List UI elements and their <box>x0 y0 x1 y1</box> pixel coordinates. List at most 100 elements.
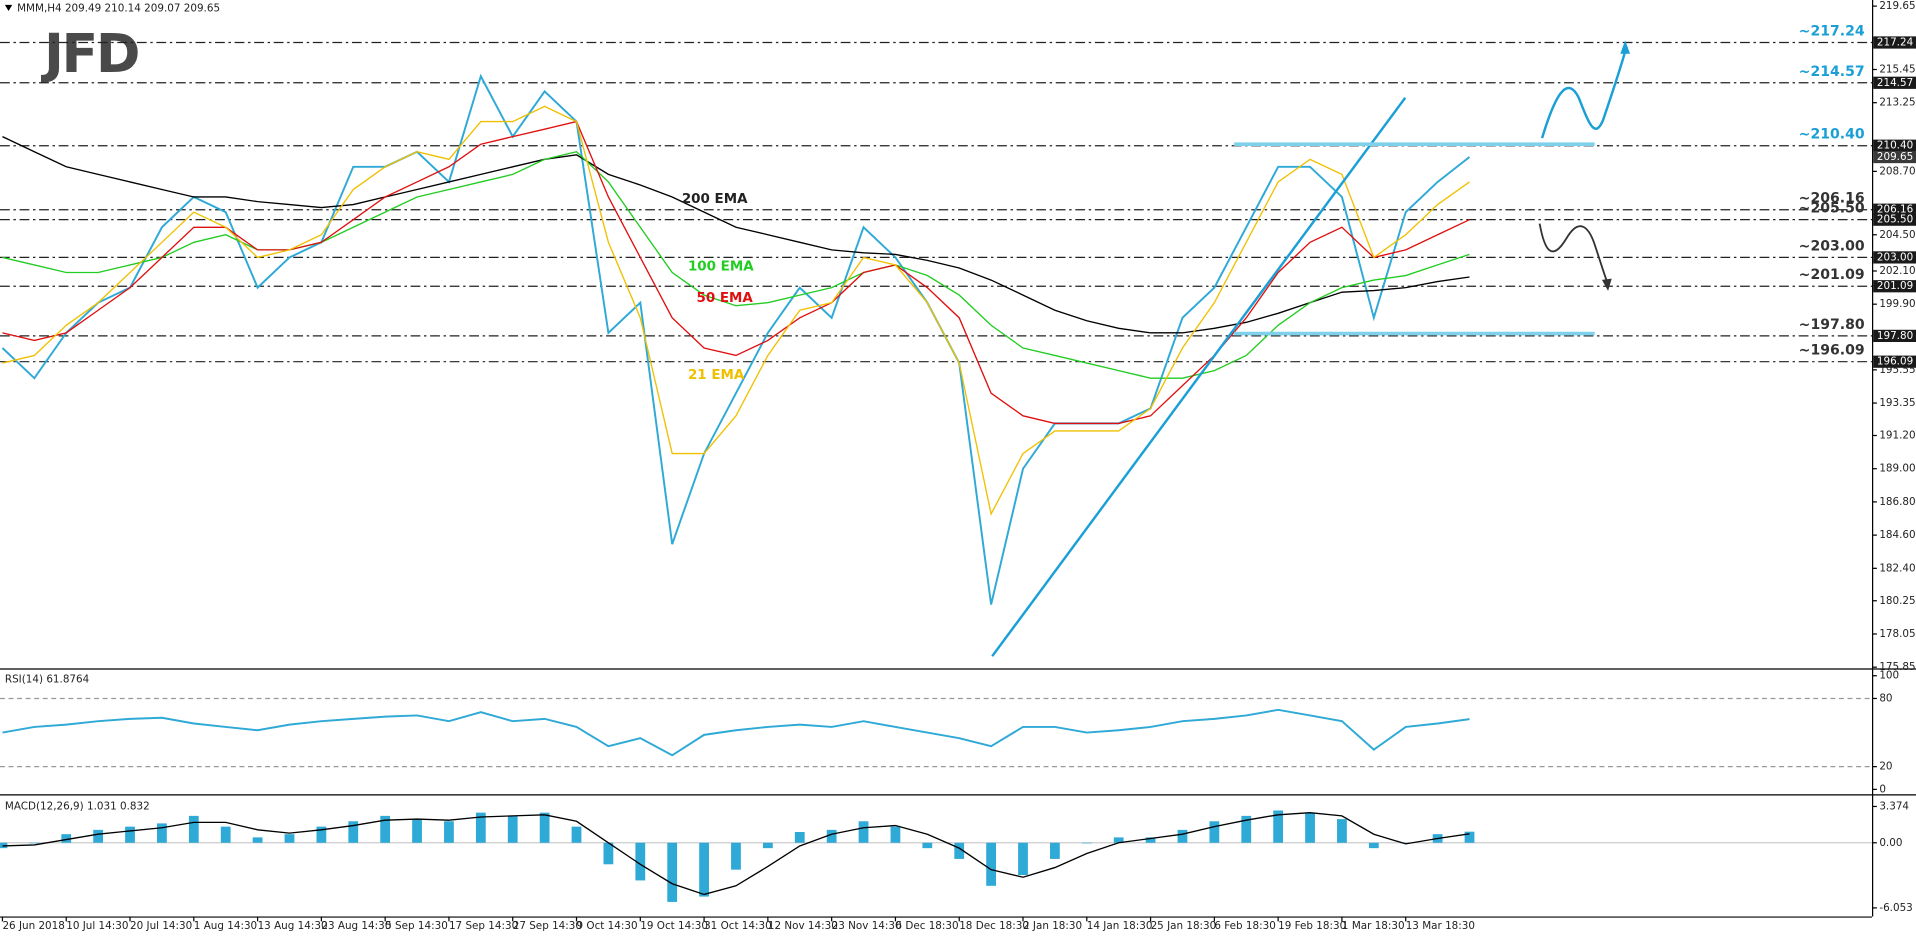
level-label: ~214.57 <box>1799 64 1865 80</box>
level-axis-label: 196.09 <box>1877 356 1913 368</box>
level-box <box>1873 76 1916 89</box>
macd-bar <box>1050 842 1060 859</box>
indicator-line <box>2 105 1470 516</box>
last-price-label: 209.65 <box>1877 151 1913 163</box>
y-tick-label: 215.45 <box>1879 63 1915 75</box>
level-box <box>1873 329 1916 342</box>
level-axis-label: 201.09 <box>1877 280 1913 292</box>
indicator-line <box>2 812 1470 896</box>
x-tick-label: 13 Aug 14:30 <box>258 920 328 932</box>
bull-arrow <box>1620 40 1631 54</box>
indicator-line <box>2 136 1470 334</box>
y-tick-label: 184.60 <box>1879 529 1915 541</box>
bear-scenario <box>1538 223 1608 282</box>
level-label: ~206.16 <box>1799 191 1865 207</box>
macd-bar <box>1018 842 1028 876</box>
level-box <box>1873 280 1916 293</box>
y-tick-label: 0 <box>1879 783 1886 795</box>
level-label: ~197.80 <box>1799 317 1865 333</box>
level-box <box>1873 251 1916 264</box>
macd-bar <box>571 826 582 843</box>
x-tick-label: 18 Dec 18:30 <box>959 920 1029 932</box>
macd-bar <box>220 826 231 843</box>
y-tick-label: 191.20 <box>1879 430 1915 442</box>
macd-bar <box>635 842 646 881</box>
x-tick-label: 25 Jan 18:30 <box>1151 920 1217 932</box>
level-axis-label: 206.16 <box>1877 204 1913 216</box>
macd-bar <box>316 826 327 843</box>
macd-bar <box>444 821 454 843</box>
y-tick-label: 178.05 <box>1879 628 1915 640</box>
x-tick-label: 23 Nov 14:30 <box>832 920 902 932</box>
x-tick-label: 23 Aug 14:30 <box>321 920 391 932</box>
header-icon <box>4 4 13 11</box>
macd-bar <box>731 842 741 870</box>
x-tick-label: 19 Feb 18:30 <box>1278 920 1346 932</box>
ema-label: 200 EMA <box>682 192 748 207</box>
x-tick-label: 1 Aug 14:30 <box>194 920 257 932</box>
trendline <box>991 97 1407 657</box>
macd-bar <box>826 829 837 843</box>
x-tick-label: 10 Jul 14:30 <box>66 920 128 932</box>
macd-bar <box>1337 819 1347 843</box>
macd-bar <box>1209 821 1220 843</box>
y-tick-label: 193.35 <box>1879 397 1915 409</box>
level-box <box>1873 355 1916 368</box>
level-label: ~205.50 <box>1799 201 1865 217</box>
y-tick-label: 186.80 <box>1879 496 1915 508</box>
y-tick-label: 80 <box>1879 692 1892 704</box>
macd-bar <box>986 842 997 886</box>
last-price-box <box>1873 150 1916 164</box>
level-box <box>1873 36 1916 49</box>
level-axis-label: 197.80 <box>1877 330 1913 342</box>
macd-bar <box>699 842 709 897</box>
ema-label: 50 EMA <box>697 291 754 306</box>
x-tick-label: 12 Nov 14:30 <box>768 920 838 932</box>
macd-bar <box>762 842 773 849</box>
level-box <box>1873 203 1916 216</box>
macd-bar <box>412 819 422 843</box>
x-tick-label: 1 Mar 18:30 <box>1342 920 1405 932</box>
indicator-line <box>2 708 1470 757</box>
macd-bar <box>667 842 678 902</box>
level-axis-label: 217.24 <box>1877 36 1914 48</box>
macd-bar <box>93 829 104 843</box>
macd-bar <box>954 842 965 859</box>
x-tick-label: 13 Mar 18:30 <box>1406 920 1475 932</box>
macd-bar <box>858 821 869 843</box>
level-axis-label: 210.40 <box>1877 140 1913 152</box>
macd-bar <box>475 812 486 843</box>
x-tick-label: 2 Jan 18:30 <box>1023 920 1082 932</box>
y-tick-label: 182.40 <box>1879 562 1915 574</box>
y-tick-label: 208.70 <box>1879 165 1915 177</box>
level-label: ~201.09 <box>1799 267 1865 283</box>
macd-bar <box>1177 829 1188 843</box>
y-tick-label: 175.85 <box>1879 661 1915 673</box>
y-tick-label: 219.65 <box>1879 0 1915 12</box>
level-axis-label: 205.50 <box>1877 214 1913 226</box>
y-tick-label: 189.00 <box>1879 463 1915 475</box>
x-tick-label: 9 Oct 14:30 <box>577 920 638 932</box>
indicator-line <box>2 151 1470 379</box>
x-tick-label: 14 Jan 18:30 <box>1087 920 1153 932</box>
y-tick-label: 199.90 <box>1879 298 1915 310</box>
y-tick-label: 20 <box>1879 761 1892 773</box>
macd-bar <box>1368 842 1379 849</box>
level-axis-label: 203.00 <box>1877 251 1913 263</box>
x-tick-label: 6 Dec 18:30 <box>895 920 958 932</box>
macd-bar <box>29 842 40 844</box>
level-label: ~203.00 <box>1799 238 1865 254</box>
x-tick-label: 6 Feb 18:30 <box>1214 920 1275 932</box>
x-tick-label: 5 Sep 14:30 <box>385 920 448 932</box>
y-tick-label: -6.053 <box>1879 902 1912 914</box>
level-box <box>1873 213 1916 226</box>
macd-title: MACD(12,26,9) 1.031 0.832 <box>5 800 150 812</box>
macd-bar <box>603 842 614 865</box>
level-box <box>1873 139 1916 152</box>
macd-bar <box>890 826 901 843</box>
price-line <box>1 73 1471 605</box>
ema-label: 100 EMA <box>688 259 754 274</box>
y-tick-label: 180.25 <box>1879 595 1915 607</box>
macd-bar <box>252 837 263 843</box>
